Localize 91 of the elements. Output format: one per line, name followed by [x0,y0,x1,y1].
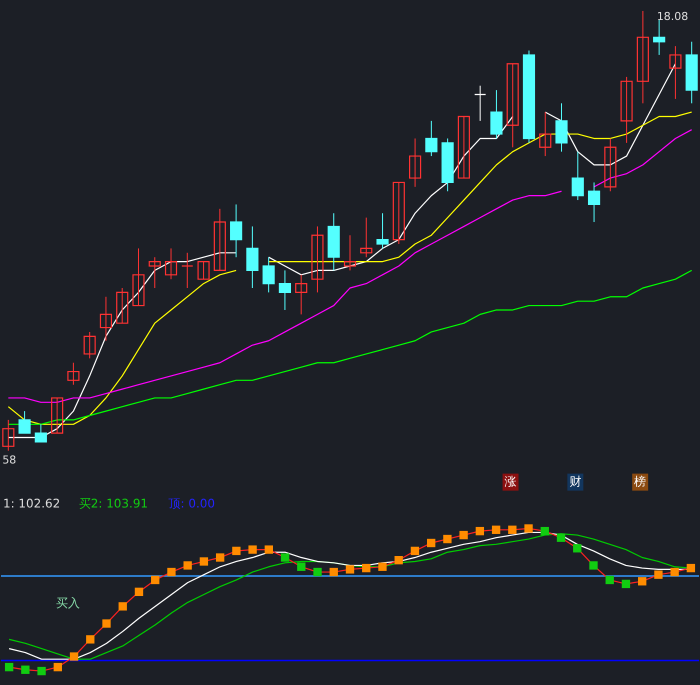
point [216,553,224,562]
candlestick [572,151,584,201]
text: 榜 [634,474,646,489]
point [37,666,46,676]
candlestick [100,296,112,342]
candlestick [18,410,31,434]
point [410,546,420,556]
point [134,588,144,596]
candlestick [344,234,356,271]
point [638,577,646,586]
candlestick [360,217,372,258]
candlestick [67,362,80,386]
point [443,534,452,544]
candlestick [539,112,552,157]
point [362,564,370,572]
candlestick [34,424,47,442]
point [248,545,257,554]
point [573,544,582,552]
point [200,557,208,566]
point [346,565,354,574]
point [86,635,94,644]
point [654,570,663,579]
candlestick [148,256,161,288]
candlestick [214,208,226,271]
candlestick [392,182,405,245]
text: 58 [2,454,16,467]
candlestick [197,261,210,280]
point [54,662,62,672]
candlestick [2,419,14,452]
candlestick [116,287,128,324]
point [540,526,549,536]
text: 1: 102.62 [2,496,60,511]
candlestick [84,331,96,359]
point [297,562,306,571]
candlestick [474,85,486,122]
candlestick [604,138,616,192]
point [508,526,516,534]
candlestick [669,46,682,100]
candlestick [295,274,308,315]
candlestick [555,102,568,152]
candlestick [409,138,422,188]
point [313,568,322,576]
candlestick [376,212,389,249]
point [686,564,696,572]
point [670,568,679,576]
candlestick [588,182,600,223]
point [102,619,111,628]
point [459,530,468,540]
point [264,545,274,554]
point [426,538,436,548]
candlestick [230,204,242,258]
annotation: 买入 [56,596,80,610]
point [378,562,387,571]
candlestick [490,90,503,139]
candlestick [506,63,519,148]
point [4,662,14,672]
text: 买2: 103.91 [78,496,148,511]
candlestick [636,10,649,104]
point [622,580,630,588]
candlestick [246,226,258,288]
candlestick [164,248,178,280]
point [280,553,290,562]
point [184,561,192,570]
candlestick [278,270,291,310]
point [589,561,598,570]
point [151,576,160,584]
candlestick [262,256,275,293]
point [21,666,30,674]
candlestick [458,116,470,179]
point [70,652,78,661]
point [524,524,533,533]
point [118,602,127,611]
point [476,526,484,536]
candlestick [51,397,64,434]
point [606,576,614,584]
text: 涨 [504,474,517,489]
candlestick [425,120,438,157]
candlestick [653,19,666,56]
point [556,534,566,542]
text: 财 [569,474,582,489]
candlestick [181,252,194,288]
candlestick [311,226,324,293]
point [232,546,241,556]
candlestick [620,76,633,144]
point [167,568,176,576]
text: 顶: 0.00 [168,496,215,511]
point [330,568,338,576]
candlestick [132,248,145,306]
point [394,556,403,564]
point [492,526,500,534]
annotation: 18.08 [656,10,688,23]
